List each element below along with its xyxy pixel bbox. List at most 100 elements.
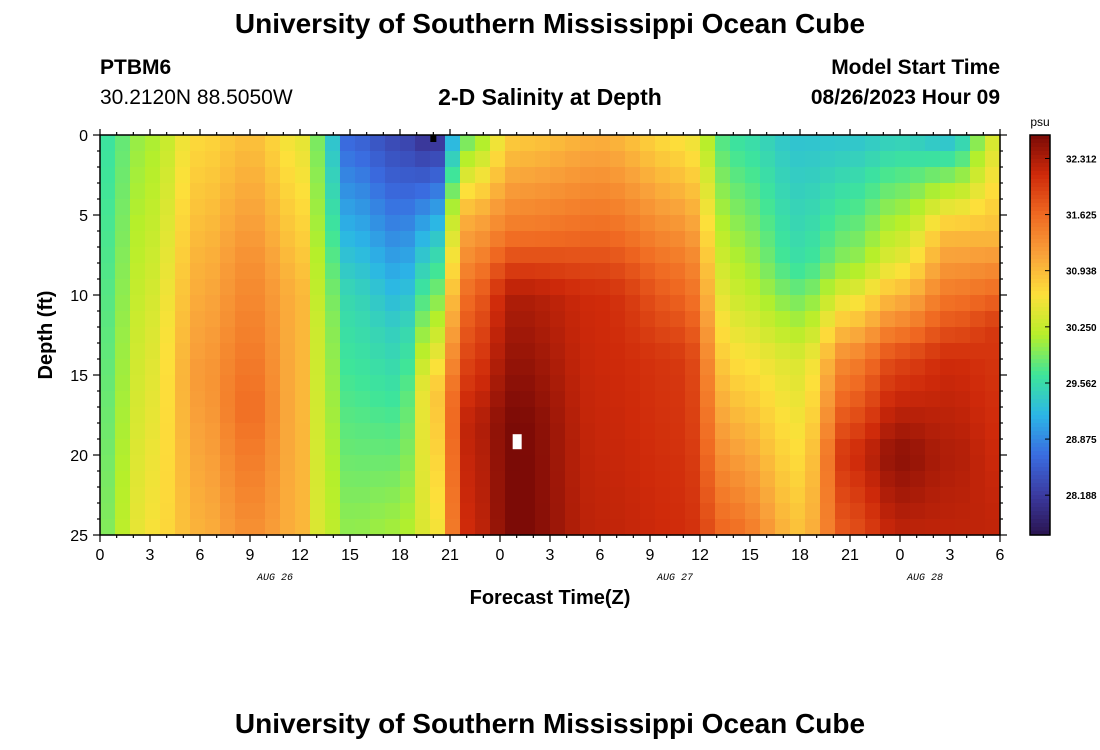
heatmap-cell: [220, 503, 236, 520]
heatmap-cell: [535, 391, 551, 408]
heatmap-cell: [565, 311, 581, 328]
heatmap-cell: [895, 391, 911, 408]
colorbar-segment: [1030, 303, 1050, 308]
heatmap-cell: [235, 215, 251, 232]
heatmap-cell: [685, 375, 701, 392]
heatmap-cell: [280, 135, 296, 152]
colorbar-segment: [1030, 367, 1050, 372]
heatmap-cell: [640, 279, 656, 296]
heatmap-cell: [820, 295, 836, 312]
heatmap-cell: [925, 311, 941, 328]
heatmap-cell: [175, 455, 191, 472]
heatmap-cell: [385, 183, 401, 200]
heatmap-cell: [430, 391, 446, 408]
heatmap-cell: [985, 375, 1001, 392]
heatmap-cell: [925, 199, 941, 216]
heatmap-cell: [910, 151, 926, 168]
heatmap-cell: [475, 455, 491, 472]
heatmap-cell: [955, 423, 971, 440]
station-id: PTBM6: [100, 56, 172, 79]
heatmap-cell: [265, 279, 281, 296]
heatmap-cell: [865, 471, 881, 488]
heatmap-cell: [820, 247, 836, 264]
heatmap-cell: [220, 183, 236, 200]
heatmap-cell: [670, 471, 686, 488]
heatmap-cell: [115, 391, 131, 408]
heatmap-cell: [295, 279, 311, 296]
heatmap-cell: [490, 199, 506, 216]
heatmap-cell: [295, 135, 311, 152]
heatmap-cell: [790, 407, 806, 424]
heatmap-cell: [625, 295, 641, 312]
heatmap-cell: [805, 343, 821, 360]
heatmap-cell: [505, 407, 521, 424]
heatmap-cell: [340, 263, 356, 280]
heatmap-cell: [475, 407, 491, 424]
heatmap-cell: [130, 455, 146, 472]
heatmap-cell: [355, 263, 371, 280]
heatmap-cell: [775, 375, 791, 392]
heatmap-cell: [205, 231, 221, 248]
heatmap-cell: [820, 167, 836, 184]
heatmap-cell: [310, 407, 326, 424]
heatmap-cell: [145, 519, 161, 536]
heatmap-cell: [235, 343, 251, 360]
heatmap-cell: [580, 183, 596, 200]
heatmap-cell: [985, 519, 1001, 536]
heatmap-cell: [385, 311, 401, 328]
heatmap-cell: [295, 455, 311, 472]
heatmap-cell: [295, 247, 311, 264]
heatmap-cell: [940, 487, 956, 504]
heatmap-cell: [880, 295, 896, 312]
heatmap-cell: [520, 487, 536, 504]
heatmap-cell: [715, 519, 731, 536]
heatmap-cell: [385, 471, 401, 488]
heatmap-cell: [820, 343, 836, 360]
heatmap-cell: [955, 519, 971, 536]
heatmap-cell: [565, 519, 581, 536]
heatmap-cell: [985, 471, 1001, 488]
heatmap-cell: [355, 135, 371, 152]
colorbar-segment: [1030, 507, 1050, 512]
heatmap-cell: [385, 167, 401, 184]
heatmap-cell: [265, 471, 281, 488]
heatmap-cell: [640, 375, 656, 392]
heatmap-cell: [100, 151, 116, 168]
colorbar-segment: [1030, 483, 1050, 488]
heatmap-cell: [295, 423, 311, 440]
heatmap-cell: [895, 471, 911, 488]
heatmap-cell: [625, 247, 641, 264]
heatmap-cell: [790, 183, 806, 200]
heatmap-cell: [415, 359, 431, 376]
heatmap-cell: [190, 231, 206, 248]
heatmap-cell: [235, 455, 251, 472]
x-tick-label: 12: [291, 547, 309, 564]
colorbar-segment: [1030, 315, 1050, 320]
heatmap-cell: [535, 247, 551, 264]
heatmap-cell: [850, 247, 866, 264]
heatmap-cell: [955, 135, 971, 152]
heatmap-cell: [445, 327, 461, 344]
heatmap-cell: [505, 359, 521, 376]
heatmap-cell: [595, 215, 611, 232]
heatmap-cell: [475, 183, 491, 200]
heatmap-cell: [265, 439, 281, 456]
heatmap-cell: [175, 215, 191, 232]
heatmap-cell: [400, 151, 416, 168]
heatmap-cell: [955, 247, 971, 264]
heatmap-cell: [415, 391, 431, 408]
colorbar-segment: [1030, 467, 1050, 472]
heatmap-cell: [955, 407, 971, 424]
heatmap-cell: [190, 375, 206, 392]
heatmap-cell: [745, 311, 761, 328]
heatmap-cell: [220, 439, 236, 456]
heatmap-cell: [355, 295, 371, 312]
heatmap-cell: [490, 471, 506, 488]
heatmap-cell: [355, 199, 371, 216]
heatmap-cell: [280, 295, 296, 312]
heatmap-cell: [145, 151, 161, 168]
heatmap-cell: [580, 135, 596, 152]
heatmap-cell: [520, 183, 536, 200]
heatmap-cell: [310, 247, 326, 264]
heatmap-cell: [415, 167, 431, 184]
